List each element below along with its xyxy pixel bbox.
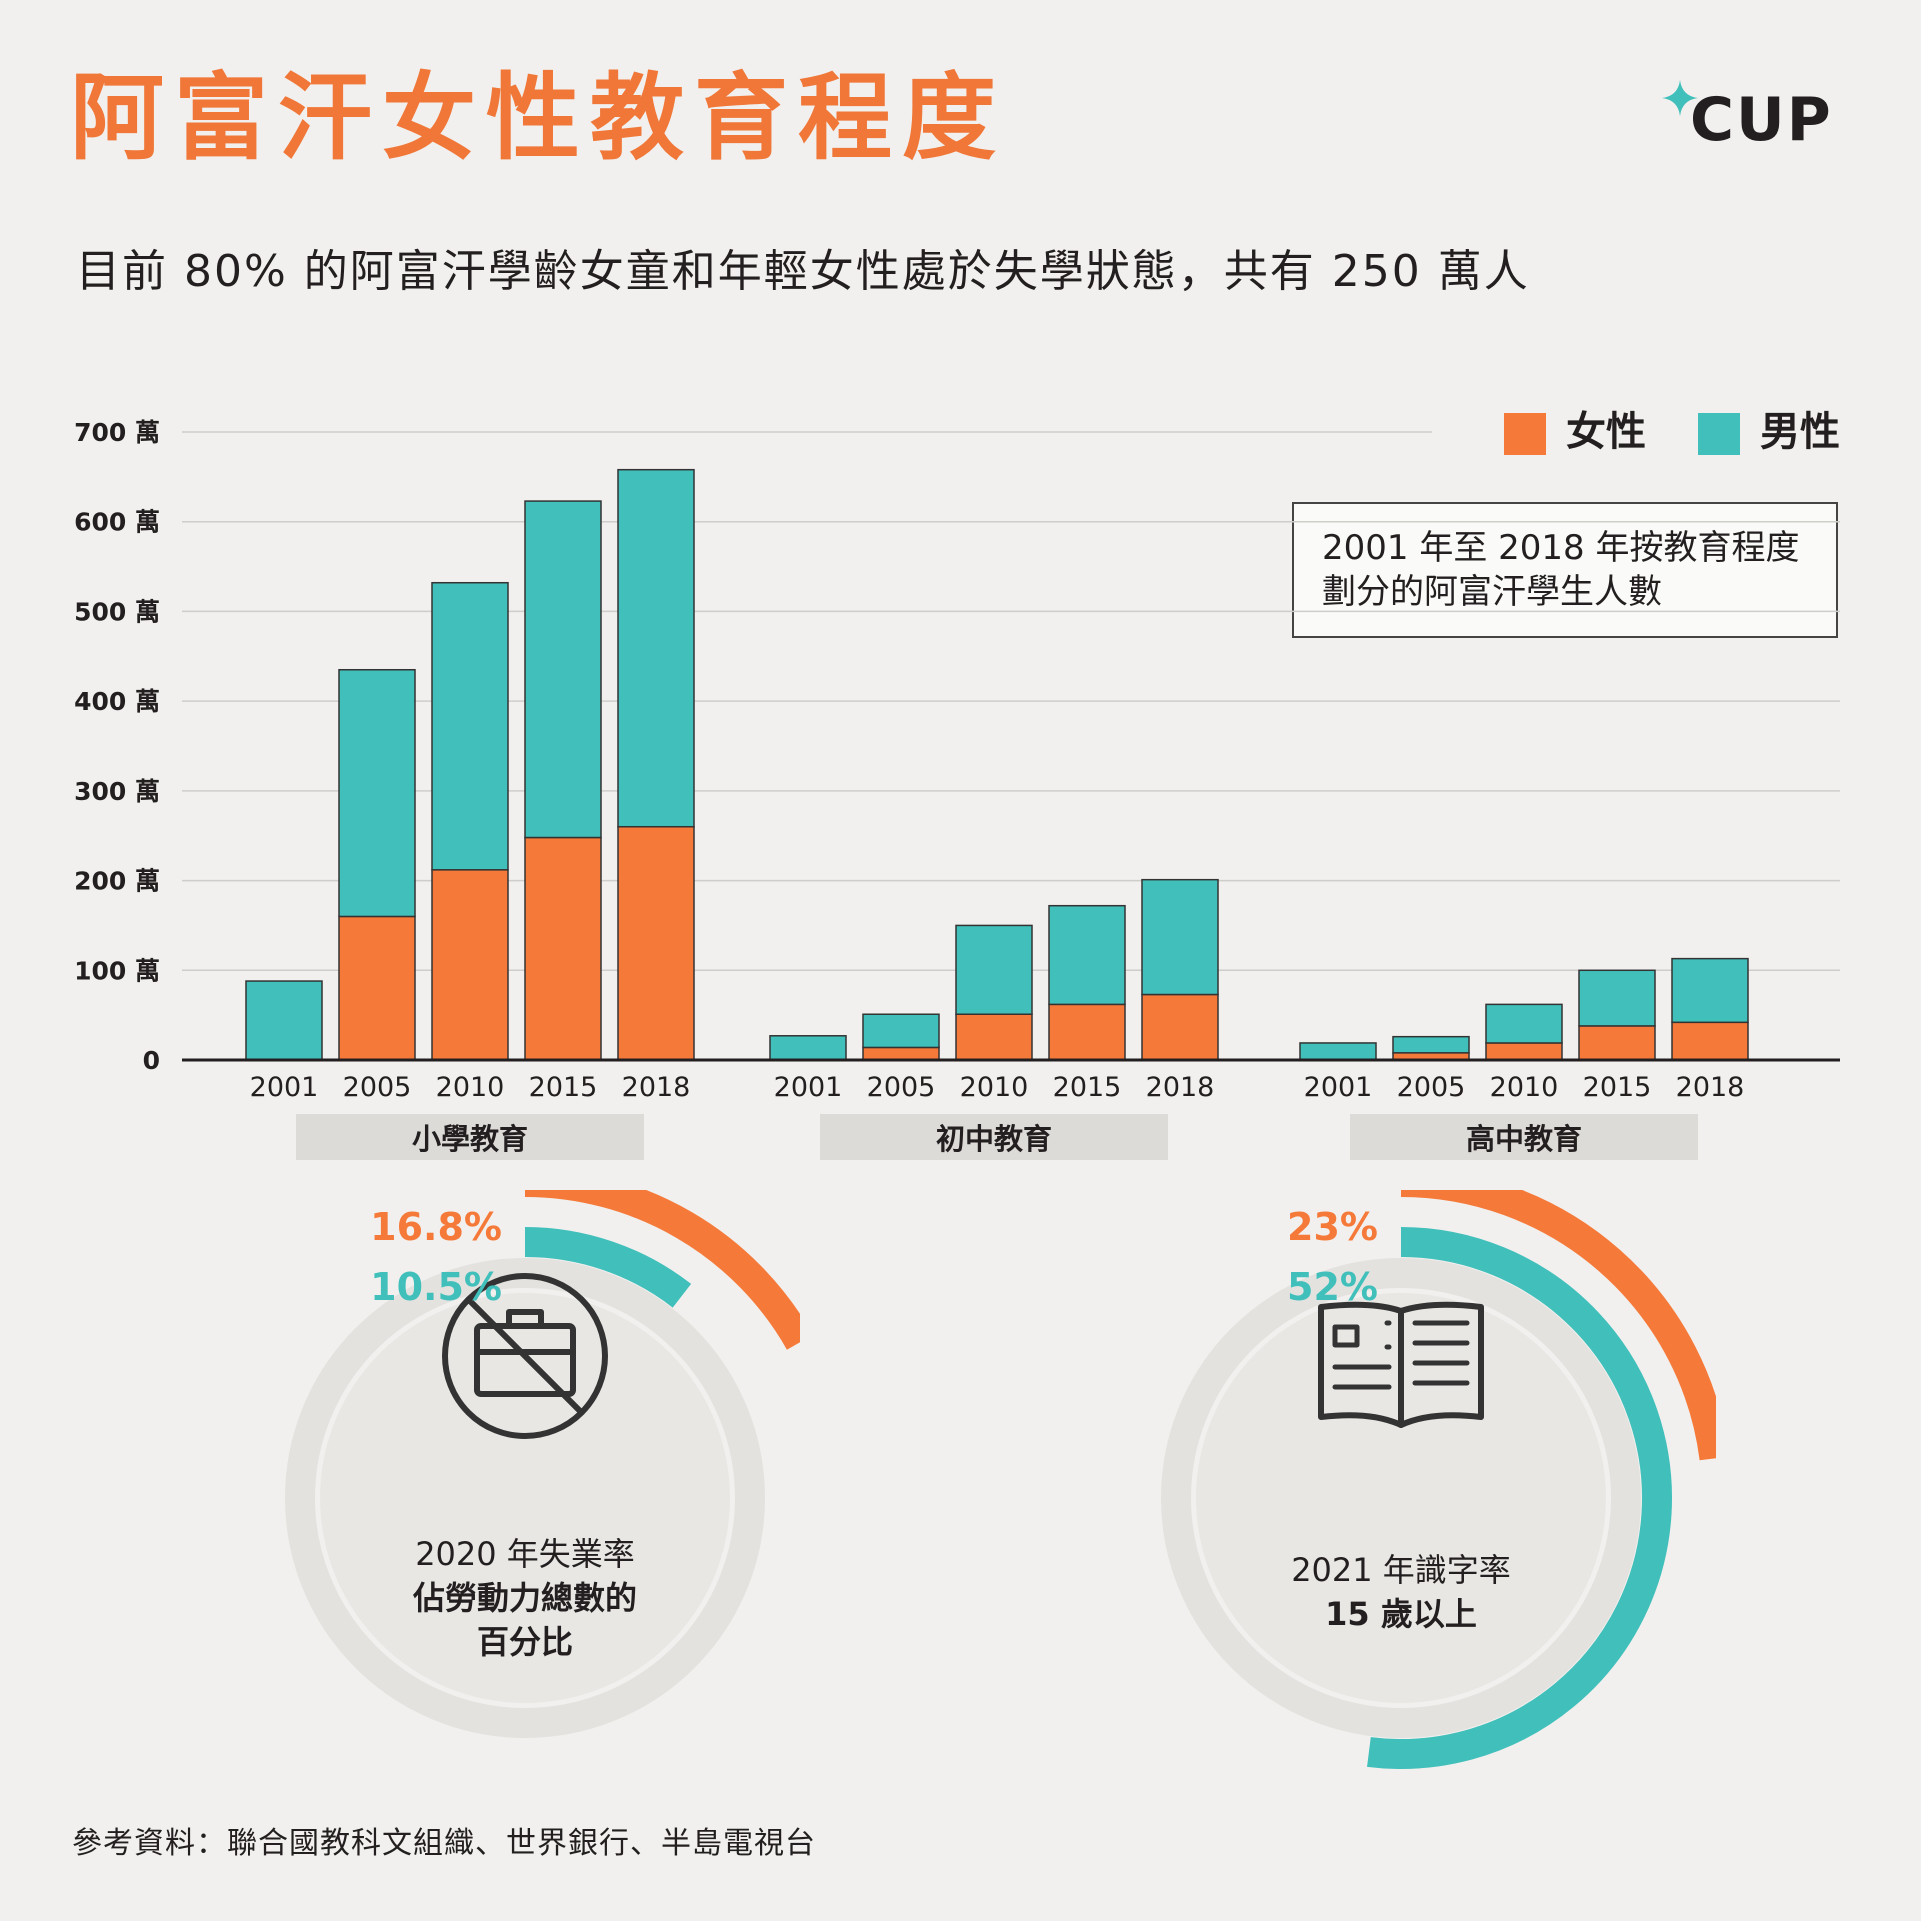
legend-male-label: 男性 — [1760, 409, 1840, 455]
bar-male — [1578, 969, 1656, 1027]
donut-arc-female — [1400, 1190, 1716, 1461]
stacked-bar-chart: 0 100 萬 200 萬 300 萬 400 萬 500 萬 600 萬 700 萬 2001… — [74, 418, 1840, 1160]
bar-female — [1578, 1025, 1656, 1061]
donut-center — [1196, 1293, 1606, 1703]
donut2-line2: 15 歲以上 — [1325, 1595, 1477, 1633]
open-book-icon — [1318, 1301, 1484, 1428]
bar-male — [1141, 878, 1219, 996]
y-tick-label: 700 萬 — [74, 418, 160, 447]
x-tick-label: 2005 — [867, 1072, 936, 1103]
x-tick-label: 2001 — [250, 1072, 319, 1103]
briefcase-handle — [506, 1309, 544, 1329]
legend-male: 男性 — [1698, 408, 1840, 456]
x-tick-label: 2015 — [1583, 1072, 1652, 1103]
prohibit-circle — [442, 1273, 608, 1439]
page-title: 阿富汗女性教育程度 — [70, 64, 1007, 173]
x-tick-label: 2005 — [1397, 1072, 1466, 1103]
x-tick-label: 2001 — [1304, 1072, 1373, 1103]
donut2-label: 2021 年識字率 15 歲以上 — [1216, 1548, 1586, 1636]
donut1-line1: 2020 年失業率 — [415, 1535, 635, 1573]
legend-male-swatch — [1698, 413, 1740, 455]
bar-male — [1671, 957, 1749, 1024]
bar-male — [769, 1035, 847, 1061]
logo-text: CUP — [1690, 85, 1833, 155]
y-tick-label: 300 萬 — [74, 777, 160, 806]
literacy-donut — [1161, 1190, 1716, 1769]
sparkle-icon — [1662, 80, 1698, 116]
x-tick-label: 2010 — [960, 1072, 1029, 1103]
note-line-1: 2001 年至 2018 年按教育程度 — [1322, 528, 1800, 568]
donut2-line1: 2021 年識字率 — [1291, 1551, 1511, 1589]
donut-arc-male — [1367, 1227, 1672, 1769]
bar-female — [1485, 1042, 1563, 1061]
x-tick-label: 2015 — [529, 1072, 598, 1103]
note-line-2: 劃分的阿富汗學生人數 — [1322, 572, 1662, 612]
bar-male — [1485, 1003, 1563, 1044]
bar-female — [1141, 993, 1219, 1061]
book-picture — [1332, 1324, 1360, 1348]
bar-female — [862, 1046, 940, 1061]
group-label: 初中教育 — [936, 1122, 1052, 1156]
bar-female — [524, 836, 602, 1061]
donut1-line2: 佔勞動力總數的 — [412, 1579, 637, 1617]
bar-female — [955, 1013, 1033, 1061]
prohibit-slash — [466, 1297, 584, 1415]
x-tick-label: 2018 — [1146, 1072, 1215, 1103]
x-tick-label: 2018 — [622, 1072, 691, 1103]
chart-note: 2001 年至 2018 年按教育程度 劃分的阿富汗學生人數 — [1292, 502, 1838, 638]
subtitle: 目前 80% 的阿富汗學齡女童和年輕女性處於失學狀態，共有 250 萬人 — [76, 246, 1530, 297]
bar-male — [1299, 1042, 1377, 1061]
y-tick-label: 400 萬 — [74, 687, 160, 716]
bar-male — [1048, 904, 1126, 1006]
bar-male — [955, 924, 1033, 1015]
donut1-line3: 百分比 — [476, 1623, 573, 1661]
bar-male — [862, 1013, 940, 1049]
x-tick-label: 2005 — [343, 1072, 412, 1103]
bar-female — [431, 869, 509, 1061]
x-tick-label: 2010 — [1490, 1072, 1559, 1103]
bar-female — [617, 825, 695, 1061]
donut2-male-pct: 52% — [1287, 1265, 1378, 1309]
donut-arc-male — [524, 1227, 692, 1308]
unemployment-donut — [285, 1190, 800, 1738]
group-label-box — [820, 1114, 1168, 1160]
group-label-box — [1350, 1114, 1698, 1160]
source-note: 參考資料：聯合國教科文組織、世界銀行、半島電視台 — [72, 1826, 816, 1861]
legend-female-swatch — [1504, 413, 1546, 455]
bar-female — [1048, 1003, 1126, 1061]
bar-male — [1392, 1035, 1470, 1054]
x-tick-label: 2018 — [1676, 1072, 1745, 1103]
bar-female — [338, 915, 416, 1061]
bar-male — [617, 468, 695, 828]
donut2-female-pct: 23% — [1287, 1205, 1378, 1249]
no-job-briefcase-icon — [442, 1273, 608, 1439]
y-tick-label: 0 — [143, 1046, 160, 1075]
y-tick-label: 100 萬 — [74, 956, 160, 985]
donut1-male-pct: 10.5% — [370, 1265, 502, 1309]
bar-male — [524, 500, 602, 839]
cup-logo: CUP — [1660, 78, 1850, 168]
bar-male — [245, 980, 323, 1061]
x-tick-label: 2010 — [436, 1072, 505, 1103]
y-tick-label: 200 萬 — [74, 867, 160, 896]
bar-female — [1671, 1021, 1749, 1061]
legend-female: 女性 — [1504, 408, 1646, 456]
bar-male — [338, 668, 416, 918]
donut-center — [320, 1293, 730, 1703]
x-tick-label: 2001 — [774, 1072, 843, 1103]
group-label-box — [296, 1114, 644, 1160]
group-label: 高中教育 — [1466, 1122, 1582, 1156]
legend-female-label: 女性 — [1566, 409, 1646, 455]
y-tick-label: 600 萬 — [74, 508, 160, 537]
bar-male — [431, 581, 509, 871]
donut1-female-pct: 16.8% — [370, 1205, 502, 1249]
donut1-label: 2020 年失業率 佔勞動力總數的 百分比 — [340, 1532, 710, 1664]
group-label: 小學教育 — [412, 1122, 528, 1156]
y-tick-label: 500 萬 — [74, 597, 160, 626]
donut-track — [1161, 1258, 1641, 1738]
donut-arc-female — [524, 1190, 800, 1350]
x-tick-label: 2015 — [1053, 1072, 1122, 1103]
briefcase-body — [474, 1323, 576, 1397]
